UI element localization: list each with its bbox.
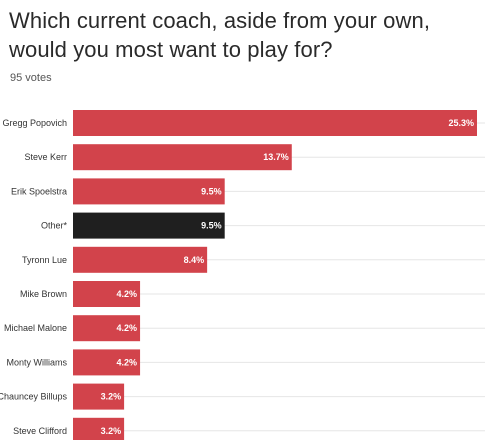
poll-question-title: Which current coach, aside from your own… bbox=[9, 8, 431, 62]
bar-michael-malone bbox=[73, 315, 141, 342]
bar-chauncey-billups bbox=[73, 383, 125, 410]
value-label: 3.2% bbox=[101, 426, 122, 436]
category-label: Tyronn Lue bbox=[22, 255, 67, 265]
bar-erik-spoelstra bbox=[73, 178, 225, 205]
value-label: 4.2% bbox=[117, 289, 138, 299]
value-label: 3.2% bbox=[101, 392, 122, 402]
category-label: Chauncey Billups bbox=[0, 392, 67, 402]
value-label: 9.5% bbox=[201, 221, 222, 231]
bar-steve-kerr bbox=[73, 144, 292, 171]
category-label: Erik Spoelstra bbox=[11, 186, 67, 196]
bar-tyronn-lue bbox=[73, 246, 208, 273]
category-label: Other* bbox=[41, 221, 68, 231]
bar-gregg-popovich bbox=[73, 110, 477, 136]
bar-monty-williams bbox=[73, 349, 141, 376]
category-label: Steve Clifford bbox=[13, 426, 67, 436]
category-label: Gregg Popovich bbox=[2, 118, 67, 128]
category-label: Steve Kerr bbox=[24, 152, 67, 162]
value-label: 25.3% bbox=[448, 118, 474, 128]
bar-steve-clifford bbox=[73, 417, 125, 440]
value-label: 9.5% bbox=[201, 186, 222, 196]
value-label: 8.4% bbox=[184, 255, 205, 265]
category-label: Mike Brown bbox=[20, 289, 67, 299]
poll-bar-chart: Gregg Popovich 25.3% Steve Kerr 13.7% Erik S… bbox=[0, 110, 485, 440]
category-label: Michael Malone bbox=[4, 323, 67, 333]
value-label: 4.2% bbox=[117, 357, 138, 367]
category-label: Monty Williams bbox=[6, 357, 67, 367]
bar-mike-brown bbox=[73, 281, 141, 307]
vote-count: 95 votes bbox=[10, 72, 52, 84]
value-label: 4.2% bbox=[117, 323, 138, 333]
bar-other bbox=[73, 212, 225, 239]
value-label: 13.7% bbox=[263, 152, 289, 162]
